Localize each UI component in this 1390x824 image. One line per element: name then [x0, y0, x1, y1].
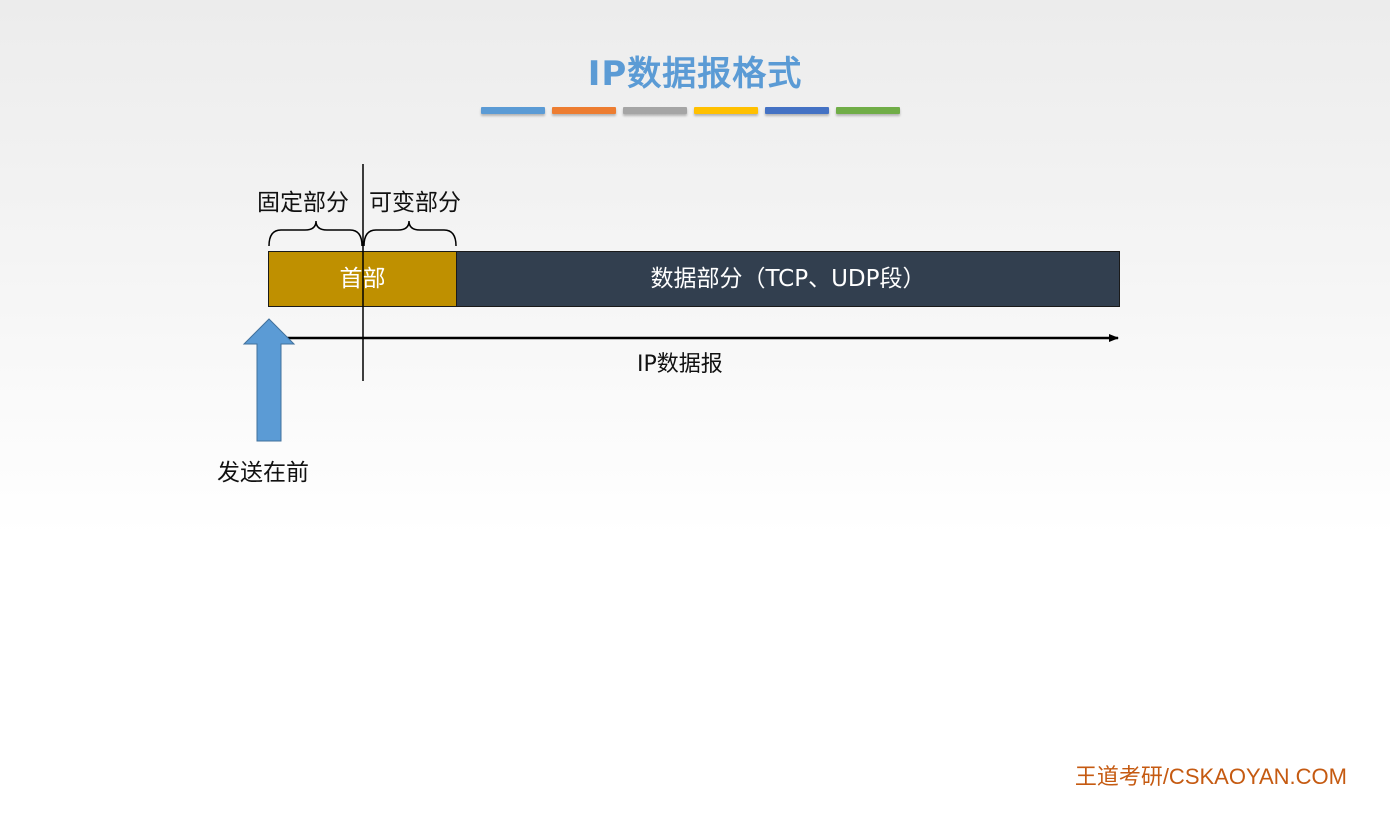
footer-brand: 王道考研/CSKAOYAN.COM	[1074, 764, 1347, 789]
title-bar-2	[552, 107, 616, 114]
fixed-part-label: 固定部分	[257, 190, 349, 216]
datagram-label: IP数据报	[637, 352, 723, 377]
send-first-arrow	[242, 318, 296, 442]
title-bar-6	[836, 107, 900, 114]
variable-part-brace	[363, 220, 457, 247]
header-label: 首部	[339, 266, 386, 292]
send-first-label: 发送在前	[217, 460, 309, 486]
data-block	[456, 251, 1120, 307]
page-title: IP数据报格式	[587, 54, 803, 94]
fixed-part-brace	[268, 220, 363, 247]
title-bar-4	[694, 107, 758, 114]
title-bar-5	[765, 107, 829, 114]
data-part-label: 数据部分（TCP、UDP段）	[650, 266, 926, 292]
variable-part-label: 可变部分	[369, 190, 461, 216]
title-bar-3	[623, 107, 687, 114]
title-bar-1	[481, 107, 545, 114]
